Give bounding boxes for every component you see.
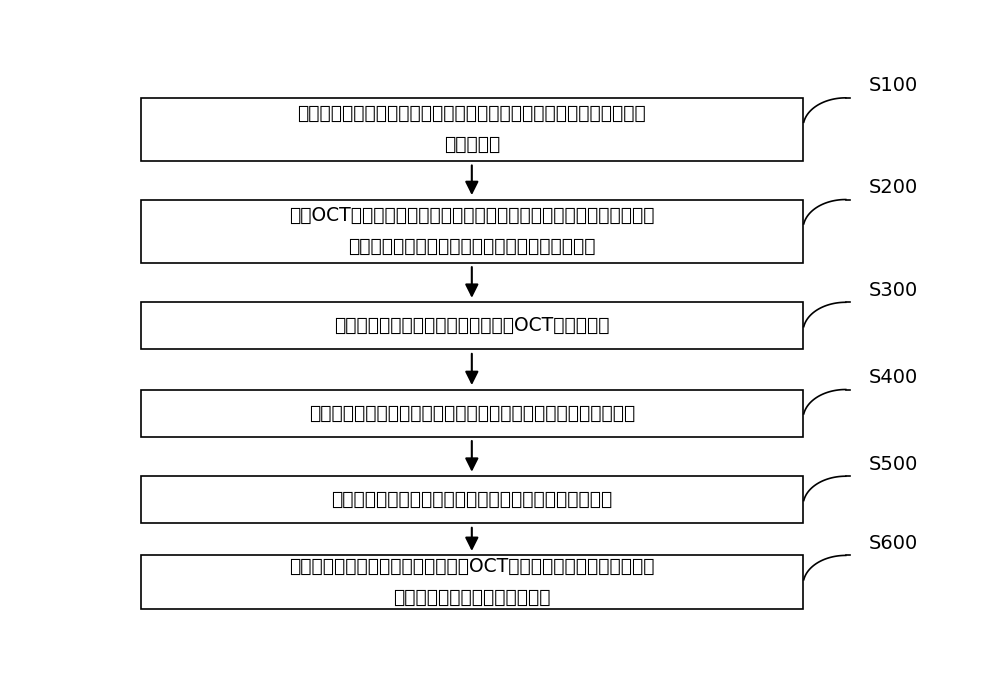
Text: S500: S500 bbox=[869, 455, 918, 473]
Bar bbox=[140, 389, 803, 436]
Text: S100: S100 bbox=[869, 76, 918, 95]
Text: S200: S200 bbox=[869, 178, 918, 197]
Text: S400: S400 bbox=[869, 368, 918, 387]
Text: 控制光声传感装置将样品产生的光声波信号转化为反射偏振光信号: 控制光声传感装置将样品产生的光声波信号转化为反射偏振光信号 bbox=[309, 404, 635, 423]
Bar bbox=[140, 476, 803, 523]
Text: 所述控制和信号处理装置对检测到的OCT反射光信号和光声反射偏振光
信号进行数据分析以及图像重建: 所述控制和信号处理装置对检测到的OCT反射光信号和光声反射偏振光 信号进行数据分… bbox=[289, 557, 655, 607]
Text: 控制第二光信号检测装置检测样品的光声反射偏振光信号: 控制第二光信号检测装置检测样品的光声反射偏振光信号 bbox=[331, 490, 612, 509]
Text: 将待测样品置于所述基于光声和光学相干层析技术的多模态成像系统的
放置装置中: 将待测样品置于所述基于光声和光学相干层析技术的多模态成像系统的 放置装置中 bbox=[297, 104, 646, 154]
Bar bbox=[140, 199, 803, 263]
Text: 控制第一光信号检测装置检测样品的OCT反射光信号: 控制第一光信号检测装置检测样品的OCT反射光信号 bbox=[334, 316, 610, 335]
Text: S300: S300 bbox=[869, 281, 918, 300]
Text: 控制OCT成像装置的第一光源输出激光，控制光声成像装置的第二光源
输出脉冲激光，两束输出光合束后聚焦至所述样品: 控制OCT成像装置的第一光源输出激光，控制光声成像装置的第二光源 输出脉冲激光，… bbox=[289, 206, 655, 256]
Bar bbox=[140, 302, 803, 350]
Bar bbox=[140, 555, 803, 609]
Bar bbox=[140, 98, 803, 161]
Text: S600: S600 bbox=[869, 534, 918, 553]
